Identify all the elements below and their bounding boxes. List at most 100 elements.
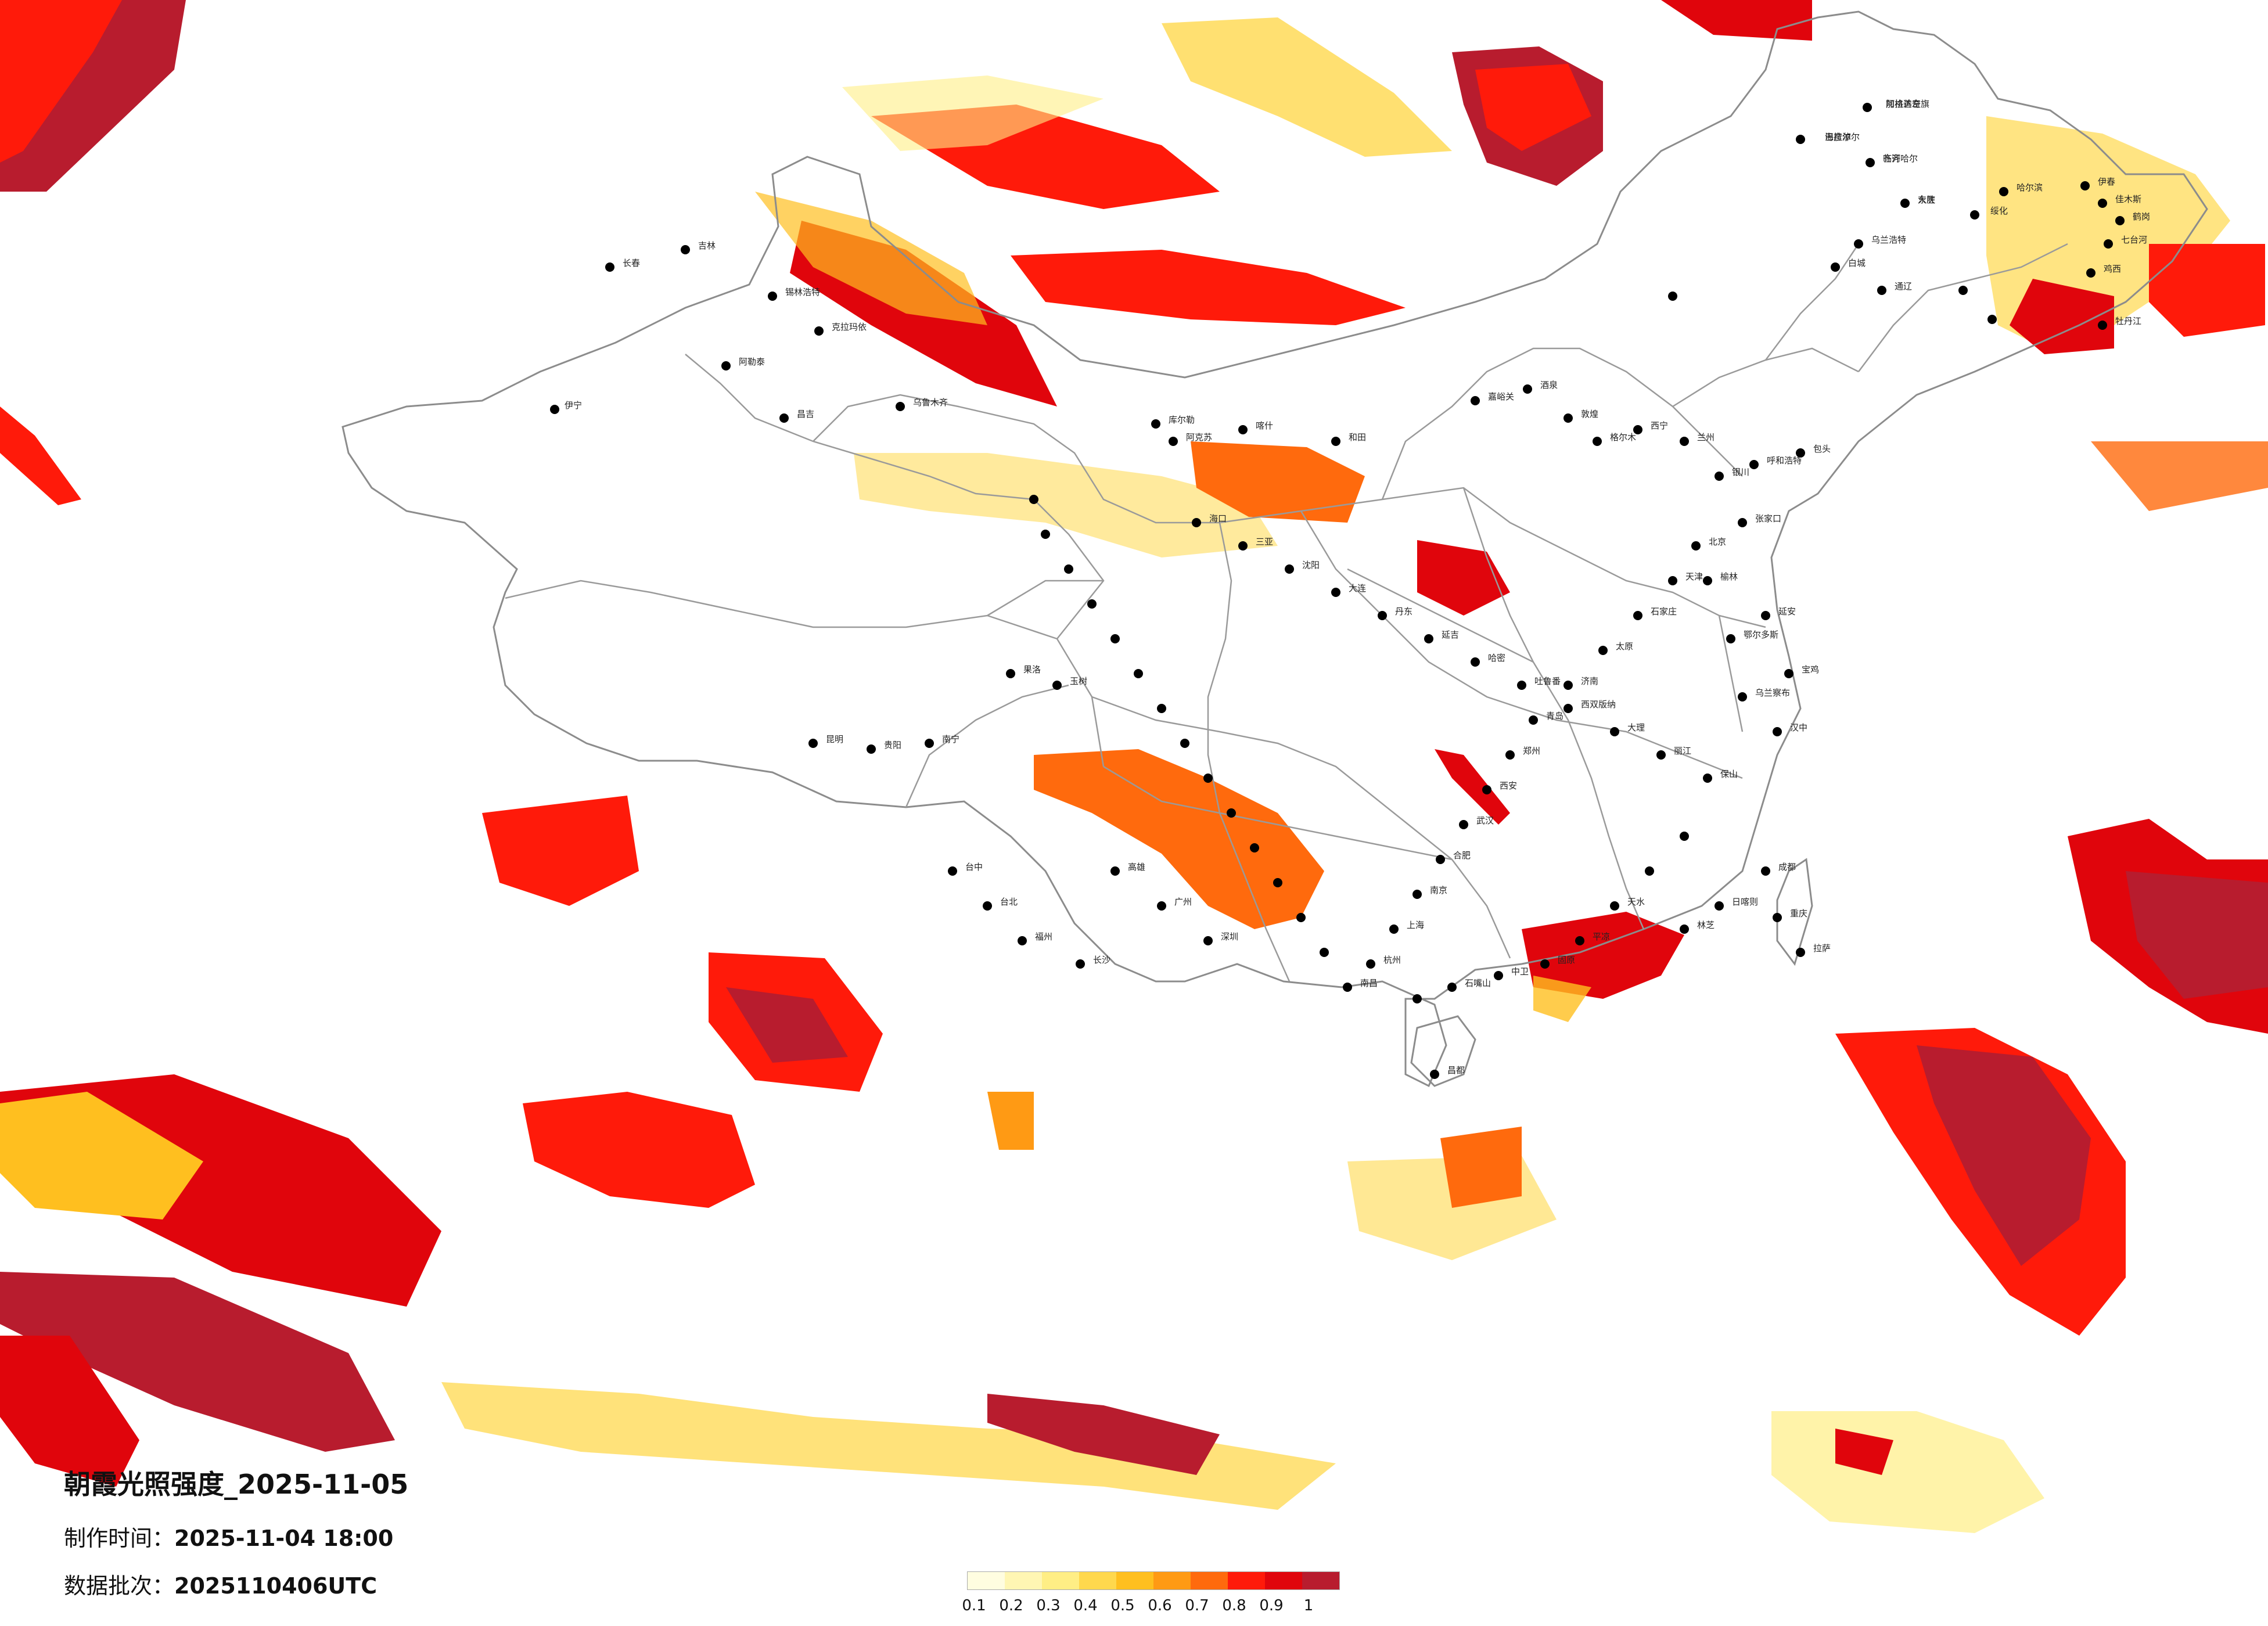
city-label: 锡林浩特 — [785, 287, 820, 297]
city-label: 海拉尔 — [1825, 132, 1851, 142]
city-marker — [1831, 262, 1840, 272]
legend-swatch — [968, 1572, 1005, 1589]
city-marker — [1343, 983, 1352, 992]
city-marker — [1738, 692, 1747, 702]
city-marker — [1900, 199, 1910, 208]
legend-tick: 0.1 — [962, 1597, 986, 1614]
intensity-region — [2091, 441, 2268, 511]
city-marker — [1540, 959, 1550, 969]
city-marker — [2098, 199, 2107, 208]
city-marker — [1610, 901, 1619, 911]
city-label: 成都 — [1778, 862, 1796, 872]
city-marker — [1703, 774, 1712, 783]
city-label: 和田 — [1349, 432, 1366, 443]
city-marker — [1796, 135, 1805, 144]
city-marker — [1680, 924, 1689, 934]
city-label: 吉林 — [698, 240, 716, 251]
city-label: 榆林 — [1720, 571, 1738, 582]
city-label: 大理 — [1627, 722, 1645, 733]
city-marker — [808, 739, 818, 748]
city-marker — [1273, 878, 1282, 887]
city-marker — [1784, 669, 1793, 678]
city-label: 格尔木 — [1610, 432, 1636, 443]
city-label: 长沙 — [1093, 955, 1110, 965]
city-label: 大庆 — [1918, 195, 1935, 205]
city-label: 昌都 — [1447, 1065, 1465, 1075]
intensity-region — [987, 1092, 1034, 1150]
city-label: 兰州 — [1697, 432, 1715, 443]
city-marker — [1761, 611, 1770, 620]
city-marker — [1866, 158, 1875, 167]
city-label: 乌鲁木齐 — [913, 397, 948, 408]
legend-tick: 0.9 — [1259, 1597, 1284, 1614]
city-marker — [867, 744, 876, 754]
city-label: 玉树 — [1070, 676, 1087, 686]
city-marker — [1505, 750, 1515, 760]
city-label: 昌吉 — [797, 409, 814, 419]
city-marker — [1296, 913, 1306, 922]
city-label: 海口 — [1209, 513, 1227, 524]
city-marker — [1773, 913, 1782, 922]
intensity-region — [1435, 749, 1510, 825]
city-label: 佳木斯 — [2115, 194, 2141, 204]
city-label: 临河 — [1883, 153, 1900, 164]
china-outline — [342, 10, 2208, 1088]
city-marker — [1680, 832, 1689, 841]
city-marker — [1250, 843, 1259, 852]
city-label: 台北 — [1000, 897, 1018, 907]
city-marker — [1412, 994, 1422, 1003]
city-marker — [1877, 286, 1886, 295]
legend-tick: 0.7 — [1185, 1597, 1209, 1614]
city-marker — [1796, 448, 1805, 458]
city-marker — [1227, 808, 1236, 818]
taiwan-outline — [1776, 858, 1813, 966]
city-marker — [1203, 774, 1213, 783]
city-label: 济南 — [1581, 676, 1598, 686]
intensity-region — [854, 453, 1278, 557]
city-label: 三亚 — [1256, 537, 1273, 547]
city-marker — [1863, 103, 1872, 112]
city-marker — [983, 901, 992, 911]
intensity-region — [1475, 64, 1591, 151]
hainan-outline — [1410, 1015, 1476, 1087]
city-label: 南宁 — [942, 734, 959, 744]
city-label: 合肥 — [1453, 850, 1471, 861]
city-label: 喀什 — [1256, 420, 1273, 431]
city-label: 西宁 — [1651, 420, 1668, 431]
city-label: 天水 — [1627, 897, 1645, 907]
city-label: 石嘴山 — [1465, 978, 1491, 988]
city-label: 库尔勒 — [1169, 415, 1195, 425]
city-marker — [2086, 268, 2096, 278]
city-marker — [1180, 739, 1189, 748]
city-label: 呼和浩特 — [1767, 455, 1802, 466]
city-marker — [1238, 425, 1248, 434]
intensity-region — [523, 1092, 755, 1208]
city-label: 包头 — [1813, 444, 1831, 454]
city-label: 大连 — [1349, 583, 1366, 593]
city-marker — [1320, 948, 1329, 957]
city-label: 酒泉 — [1540, 380, 1558, 390]
data-batch: 数据批次：2025110406UTC — [64, 1568, 377, 1600]
city-label: 固原 — [1558, 955, 1575, 965]
city-label: 郑州 — [1523, 746, 1540, 756]
city-label: 嘉峪关 — [1488, 391, 1514, 402]
city-label: 银川 — [1732, 467, 1749, 477]
city-label: 汉中 — [1790, 722, 1807, 733]
city-label: 日喀则 — [1732, 897, 1758, 907]
city-label: 吐鲁番 — [1534, 676, 1561, 686]
legend-swatch — [1079, 1572, 1116, 1589]
city-label: 果洛 — [1023, 664, 1041, 675]
city-marker — [1715, 472, 1724, 481]
city-marker — [1331, 437, 1340, 446]
city-marker — [1459, 820, 1468, 829]
city-label: 克拉玛依 — [832, 322, 867, 332]
city-marker — [1203, 936, 1213, 945]
city-marker — [1773, 727, 1782, 736]
legend-tick: 0.4 — [1073, 1597, 1098, 1614]
city-marker — [1052, 681, 1062, 690]
city-marker — [1987, 315, 1997, 324]
city-label: 中卫 — [1511, 966, 1529, 977]
intensity-region — [0, 406, 81, 505]
city-marker — [1563, 413, 1573, 423]
